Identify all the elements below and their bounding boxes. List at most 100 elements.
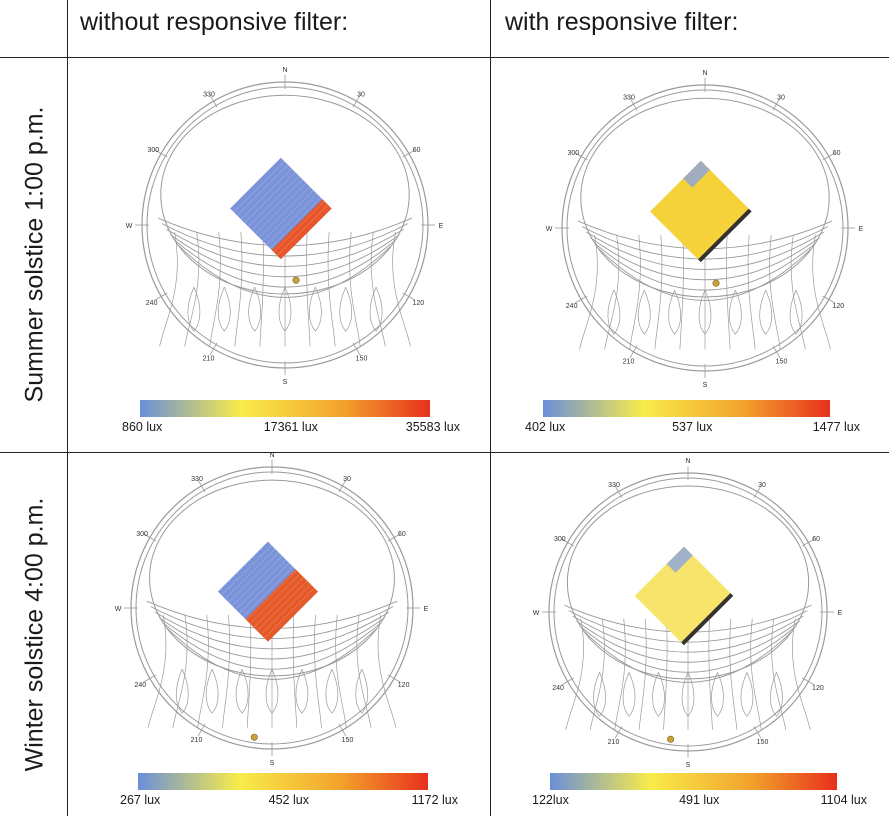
- compass-tick: [209, 94, 218, 108]
- analemma-loop: [729, 289, 742, 335]
- analemma-loop: [309, 286, 322, 332]
- compass-label-deg210: 210: [623, 359, 635, 366]
- compass-tick: [802, 677, 815, 686]
- patch-grid-line: [228, 552, 279, 603]
- compass-label-deg210: 210: [191, 737, 203, 744]
- hour-line: [579, 234, 598, 350]
- hour-line: [184, 231, 200, 347]
- compass-tick: [574, 152, 588, 161]
- compass-label-west: W: [546, 226, 553, 233]
- hour-line: [747, 234, 756, 350]
- compass-tick: [561, 538, 574, 547]
- scale-mid-label: 537 lux: [672, 420, 713, 434]
- patch-grid-line: [246, 570, 297, 621]
- analemma-loop: [175, 669, 189, 714]
- compass-label-east: E: [859, 226, 864, 233]
- compass-label-deg210: 210: [203, 356, 215, 363]
- sun-position-marker: [712, 279, 720, 287]
- compass-tick: [387, 533, 401, 542]
- analemma-loop: [759, 289, 773, 335]
- analemma-loop: [205, 669, 219, 714]
- compass-label-deg120: 120: [833, 303, 845, 310]
- sun-position-marker: [667, 735, 675, 743]
- compass-tick: [338, 479, 347, 493]
- compass-label-deg330: 330: [191, 476, 203, 483]
- scale-min-label: 122lux: [532, 793, 569, 807]
- analemma-loop: [668, 289, 681, 335]
- compass-label-deg150: 150: [776, 359, 788, 366]
- hour-line: [679, 234, 684, 350]
- compass-tick: [629, 97, 638, 111]
- hour-line: [259, 231, 264, 347]
- compass-label-deg240: 240: [566, 303, 578, 310]
- column-header-with-filter: with responsive filter:: [505, 8, 739, 36]
- compass-label-deg60: 60: [398, 531, 406, 538]
- patch-grid-line: [266, 193, 318, 245]
- compass-tick: [209, 342, 218, 356]
- hour-line: [771, 618, 787, 730]
- compass-tick: [614, 485, 623, 498]
- hour-line: [292, 614, 298, 728]
- patch-grid-line: [224, 548, 276, 600]
- compass-label-deg300: 300: [568, 150, 580, 157]
- column-divider: [490, 0, 491, 816]
- compass-label-deg30: 30: [777, 94, 785, 101]
- compass-label-deg120: 120: [812, 685, 824, 692]
- analemma-loop: [770, 672, 783, 717]
- compass-label-deg30: 30: [343, 476, 351, 483]
- patch-grid-line: [269, 197, 321, 249]
- scale-mid-label: 452 lux: [268, 793, 309, 807]
- hour-line: [349, 231, 361, 347]
- patch-grid-line: [239, 562, 290, 614]
- compass-tick: [614, 726, 623, 739]
- illuminance-patch: [650, 160, 752, 263]
- analemma-loop: [698, 289, 712, 335]
- scale-max-label: 1172 lux: [411, 793, 458, 807]
- analemma-loop: [593, 672, 606, 717]
- illuminance-patch: [634, 546, 734, 646]
- color-scale-bar: [138, 773, 428, 790]
- hour-line: [629, 234, 641, 350]
- compass-label-deg150: 150: [342, 737, 354, 744]
- hour-line: [306, 231, 311, 347]
- hour-line: [356, 614, 372, 728]
- analemma-loop: [637, 289, 651, 335]
- patch-grid-line: [258, 186, 311, 238]
- row-divider: [0, 452, 889, 453]
- illuminance-patch: [217, 541, 318, 642]
- compass-label-deg240: 240: [552, 685, 564, 692]
- hour-line: [377, 614, 397, 728]
- patch-dark-edge: [681, 593, 734, 646]
- compass-label-north: N: [269, 452, 274, 459]
- compass-tick: [753, 485, 762, 498]
- compass-tick: [772, 97, 781, 111]
- hour-line: [246, 614, 252, 728]
- compass-tick: [387, 674, 401, 683]
- hour-line: [327, 231, 336, 347]
- patch-grid-line: [235, 559, 286, 610]
- compass-label-deg330: 330: [623, 94, 635, 101]
- patch-grid-line: [273, 200, 325, 253]
- patch-grid-line: [242, 566, 294, 617]
- compass-tick: [629, 345, 638, 359]
- hour-line: [708, 618, 713, 730]
- compass-tick: [338, 723, 347, 737]
- compass-label-south: S: [686, 762, 691, 769]
- compass-label-north: N: [685, 458, 690, 465]
- compass-tick: [753, 726, 762, 739]
- hour-line: [209, 231, 221, 347]
- label-column-divider: [67, 0, 68, 816]
- compass-label-east: E: [838, 610, 843, 617]
- illuminance-low-region: [683, 160, 710, 188]
- patch-grid-line: [253, 577, 304, 628]
- compass-tick: [352, 342, 361, 356]
- color-scale-bar: [543, 400, 830, 417]
- analemma-loop: [217, 286, 231, 332]
- scale-min-label: 402 lux: [525, 420, 566, 434]
- scale-mid-label: 17361 lux: [263, 420, 318, 434]
- analemma-loop: [265, 669, 279, 714]
- analemma-loop: [622, 672, 636, 717]
- compass-label-deg30: 30: [357, 91, 365, 98]
